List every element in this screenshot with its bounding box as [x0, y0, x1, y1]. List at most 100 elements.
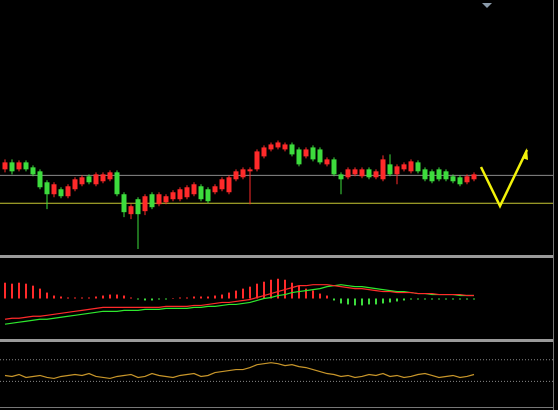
- histogram-bar: [319, 293, 321, 299]
- candle-body: [345, 169, 351, 178]
- histogram-bar: [214, 295, 216, 299]
- histogram-bar: [431, 298, 433, 300]
- candle-body: [170, 192, 176, 200]
- candle-body: [296, 149, 302, 165]
- candle-body: [352, 169, 358, 175]
- candle-body: [142, 196, 148, 212]
- histogram-bar: [396, 298, 398, 302]
- histogram-bar: [81, 297, 83, 299]
- histogram-bar: [207, 296, 209, 299]
- histogram-bar: [235, 290, 237, 299]
- histogram-bar: [249, 286, 251, 299]
- candle-body: [261, 147, 267, 157]
- candle-body: [289, 144, 295, 155]
- candle-body: [471, 174, 477, 180]
- candle-body: [191, 184, 197, 195]
- histogram-bar: [39, 288, 41, 299]
- histogram-bar: [221, 294, 223, 299]
- histogram-bar: [137, 298, 139, 300]
- candle-body: [240, 169, 246, 178]
- histogram-bar: [200, 296, 202, 299]
- histogram-bar: [74, 297, 76, 299]
- histogram-bar: [326, 295, 328, 299]
- histogram-bar: [53, 295, 55, 299]
- candle-body: [100, 174, 106, 182]
- candle-body: [408, 161, 414, 172]
- candle-body: [121, 194, 127, 213]
- histogram-bar: [32, 285, 34, 299]
- panel-divider: [0, 339, 553, 342]
- candle-body: [156, 194, 162, 205]
- histogram-bar: [368, 298, 370, 305]
- candle-body: [86, 176, 92, 183]
- candle-body: [79, 177, 85, 185]
- candle-body: [429, 171, 435, 182]
- indicator-line: [4, 362, 475, 380]
- marks: [0, 140, 553, 382]
- candle-body: [184, 187, 190, 198]
- histogram-bar: [452, 298, 454, 300]
- indicator-line: [4, 284, 474, 320]
- candle-body: [198, 186, 204, 200]
- candle-body: [16, 162, 22, 170]
- candle-body: [2, 162, 8, 170]
- histogram-bar: [46, 292, 48, 299]
- histogram-bar: [375, 298, 377, 305]
- histogram-bar: [18, 282, 20, 299]
- candle-body: [93, 174, 99, 185]
- candle-body: [163, 196, 169, 203]
- histogram-bar: [389, 298, 391, 303]
- candle-body: [436, 169, 442, 180]
- arrow-head: [522, 148, 528, 160]
- histogram-bar: [109, 294, 111, 299]
- histogram-bar: [438, 298, 440, 300]
- candle-body: [135, 199, 141, 215]
- candle-body: [450, 176, 456, 182]
- candle-body: [443, 171, 449, 180]
- candle-body: [275, 142, 281, 148]
- candle-body: [310, 147, 316, 160]
- candle-body: [457, 177, 463, 185]
- candle-body: [44, 182, 50, 195]
- candle-body: [128, 206, 134, 215]
- candle-body: [30, 167, 36, 175]
- candle-body: [65, 186, 71, 197]
- candle-body: [233, 171, 239, 180]
- candle-body: [247, 169, 253, 172]
- histogram-bar: [130, 297, 132, 299]
- histogram-bar: [158, 298, 160, 300]
- histogram-bar: [165, 298, 167, 300]
- histogram-bar: [417, 298, 419, 300]
- histogram-bar: [333, 298, 335, 301]
- candle-body: [226, 177, 232, 193]
- histogram-bar: [95, 296, 97, 299]
- candle-body: [331, 159, 337, 175]
- histogram-bar: [242, 288, 244, 299]
- histogram-bar: [277, 278, 279, 299]
- histogram-bar: [144, 298, 146, 301]
- histogram-bar: [312, 290, 314, 299]
- candle-body: [317, 149, 323, 163]
- histogram-bar: [361, 298, 363, 306]
- histogram-bar: [263, 281, 265, 299]
- candle-body: [324, 159, 330, 165]
- histogram-bar: [466, 298, 468, 300]
- candle-body: [282, 144, 288, 150]
- candle-body: [23, 162, 29, 170]
- histogram-bar: [256, 283, 258, 299]
- histogram-bar: [88, 297, 90, 299]
- candle-body: [380, 159, 386, 180]
- candle-body: [37, 171, 43, 188]
- candle-body: [212, 186, 218, 193]
- candle-body: [9, 162, 15, 172]
- histogram-bar: [116, 294, 118, 299]
- candle-body: [51, 184, 57, 195]
- candle-body: [394, 166, 400, 175]
- candle-body: [415, 162, 421, 172]
- candle-body: [268, 144, 274, 150]
- candle-body: [177, 189, 183, 200]
- histogram-bar: [459, 298, 461, 300]
- histogram-bar: [172, 298, 174, 299]
- histogram-bar: [228, 292, 230, 299]
